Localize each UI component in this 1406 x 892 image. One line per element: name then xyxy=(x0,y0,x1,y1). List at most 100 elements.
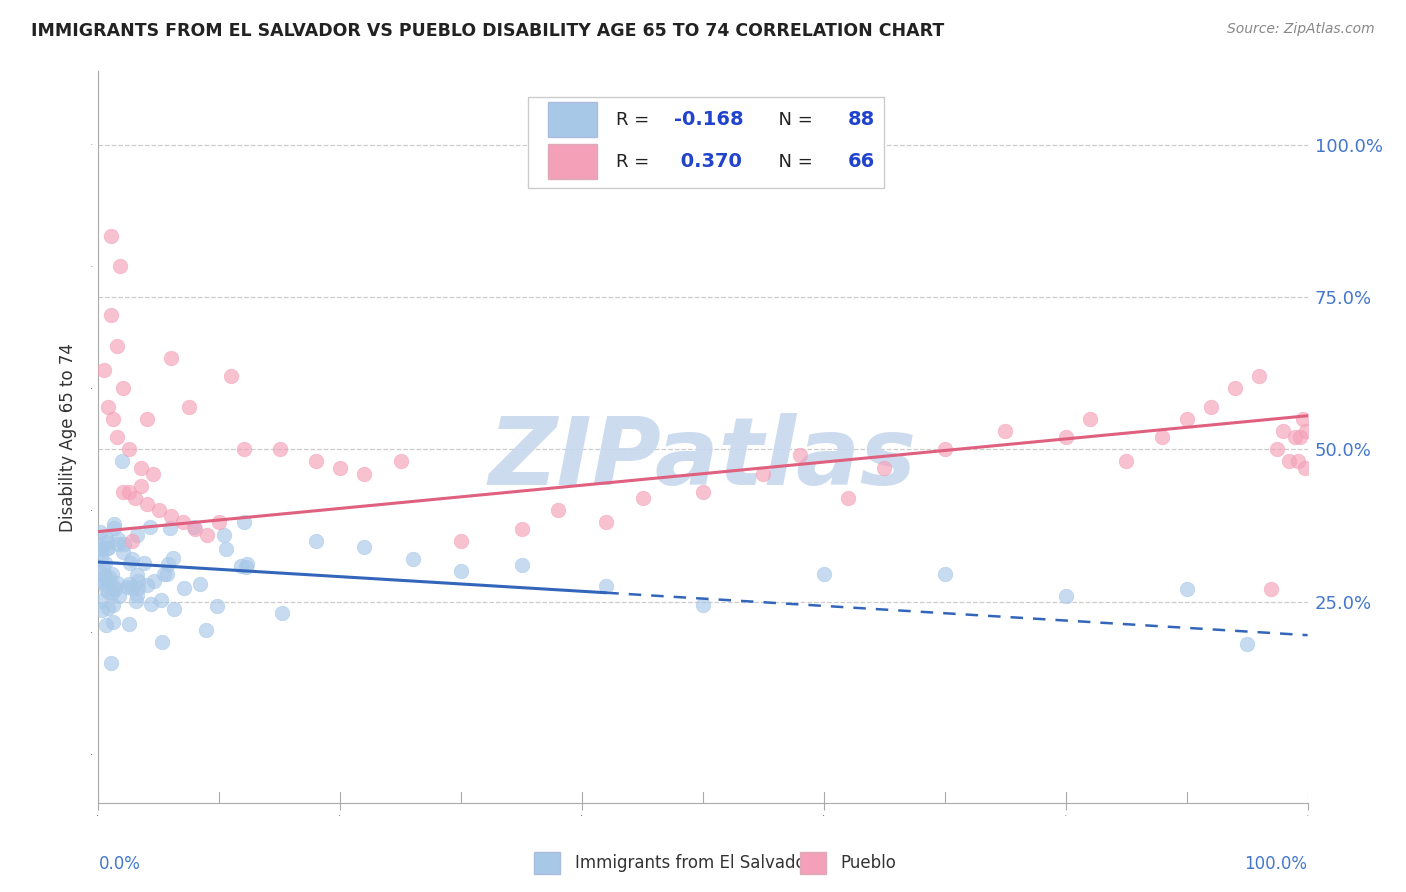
Point xyxy=(232,442,254,457)
Point xyxy=(221,369,243,384)
Point xyxy=(157,557,180,571)
Point xyxy=(353,540,375,554)
Point xyxy=(111,381,134,395)
Point xyxy=(101,598,124,612)
Point xyxy=(89,542,111,557)
Point xyxy=(94,530,117,544)
Point xyxy=(124,491,146,505)
Point xyxy=(118,442,141,457)
Point xyxy=(103,581,125,595)
Point xyxy=(1294,460,1316,475)
Point xyxy=(91,561,114,575)
Point xyxy=(1223,381,1246,395)
Point xyxy=(127,574,149,589)
Point xyxy=(118,577,141,591)
Point xyxy=(934,567,956,582)
Point xyxy=(813,567,835,582)
Point xyxy=(1278,454,1301,468)
Point xyxy=(143,574,166,589)
Point xyxy=(93,363,115,377)
Point xyxy=(125,588,148,602)
Text: Immigrants from El Salvador: Immigrants from El Salvador xyxy=(575,854,813,871)
Point xyxy=(692,598,714,612)
Point xyxy=(96,534,118,549)
Point xyxy=(125,567,148,582)
Point xyxy=(1199,400,1222,414)
Point xyxy=(118,617,141,632)
Text: 0.370: 0.370 xyxy=(673,153,742,171)
Point xyxy=(450,564,472,578)
Point xyxy=(148,503,170,517)
Text: ZIPatlas: ZIPatlas xyxy=(489,413,917,505)
Point xyxy=(121,582,143,596)
Point xyxy=(90,573,112,587)
Point xyxy=(97,400,120,414)
Point xyxy=(269,442,291,457)
Point xyxy=(89,594,111,608)
Text: 88: 88 xyxy=(848,111,876,129)
Point xyxy=(595,579,617,593)
Point xyxy=(188,577,211,591)
Point xyxy=(232,516,254,530)
Point xyxy=(100,229,122,244)
Point xyxy=(183,520,205,534)
Point xyxy=(111,454,134,468)
Point xyxy=(1295,424,1317,438)
Point xyxy=(103,521,125,535)
Point xyxy=(1054,589,1077,603)
Point xyxy=(135,497,157,511)
Point xyxy=(160,509,183,524)
Point xyxy=(229,558,252,573)
Point xyxy=(195,527,218,541)
Point xyxy=(100,308,122,322)
Text: N =: N = xyxy=(768,111,818,128)
Point xyxy=(1286,454,1309,468)
Point xyxy=(139,520,162,534)
Point xyxy=(97,570,120,584)
Point xyxy=(129,460,152,475)
FancyBboxPatch shape xyxy=(527,97,884,188)
Point xyxy=(127,527,149,541)
Point xyxy=(163,602,186,616)
Point xyxy=(172,516,194,530)
Point xyxy=(329,460,352,475)
Bar xyxy=(534,852,561,874)
Point xyxy=(208,516,231,530)
Point xyxy=(97,600,120,615)
Point xyxy=(112,537,135,551)
Point xyxy=(150,593,173,607)
Point xyxy=(1236,637,1258,651)
Point xyxy=(90,541,112,556)
Point xyxy=(215,541,238,556)
Point xyxy=(1292,412,1315,426)
Point xyxy=(100,657,122,671)
Point xyxy=(235,558,257,572)
Point xyxy=(179,400,201,414)
Point xyxy=(150,635,173,649)
Text: IMMIGRANTS FROM EL SALVADOR VS PUEBLO DISABILITY AGE 65 TO 74 CORRELATION CHART: IMMIGRANTS FROM EL SALVADOR VS PUEBLO DI… xyxy=(31,22,945,40)
Point xyxy=(195,624,218,638)
Point xyxy=(94,569,117,583)
Text: Pueblo: Pueblo xyxy=(841,854,897,871)
Point xyxy=(873,460,896,475)
Point xyxy=(121,552,143,566)
Point xyxy=(91,603,114,617)
Point xyxy=(994,424,1017,438)
Point xyxy=(96,582,118,596)
Point xyxy=(1284,430,1306,444)
Point xyxy=(118,556,141,570)
Point xyxy=(103,517,125,532)
Point xyxy=(118,485,141,500)
Point xyxy=(510,521,533,535)
Text: 100.0%: 100.0% xyxy=(1244,855,1308,873)
Point xyxy=(93,575,115,590)
Point xyxy=(214,528,236,542)
Point xyxy=(235,560,257,574)
Point xyxy=(96,541,118,555)
Point xyxy=(547,503,569,517)
Y-axis label: Disability Age 65 to 74: Disability Age 65 to 74 xyxy=(59,343,77,532)
Text: 66: 66 xyxy=(848,153,876,171)
Point xyxy=(1267,442,1289,457)
Point xyxy=(101,615,124,629)
Point xyxy=(1175,582,1198,597)
